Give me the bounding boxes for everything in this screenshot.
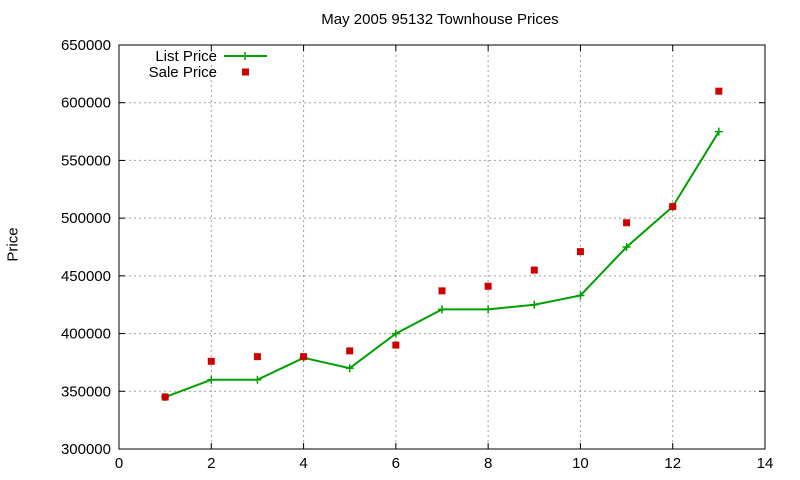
y-tick-label: 450000 bbox=[61, 268, 111, 285]
y-tick-label: 300000 bbox=[61, 441, 111, 458]
series-list-price bbox=[161, 127, 723, 402]
series-layer bbox=[161, 87, 723, 402]
data-point bbox=[576, 248, 584, 256]
data-point bbox=[530, 300, 539, 309]
data-point bbox=[530, 266, 538, 274]
y-tick-label: 350000 bbox=[61, 383, 111, 400]
data-point bbox=[392, 341, 400, 349]
x-tick-label: 12 bbox=[664, 455, 681, 472]
x-tick-label: 0 bbox=[115, 455, 123, 472]
data-point bbox=[300, 353, 308, 361]
data-point bbox=[714, 127, 723, 136]
y-tick-label: 600000 bbox=[61, 95, 111, 112]
x-tick-label: 2 bbox=[207, 455, 215, 472]
data-point bbox=[391, 329, 400, 338]
data-point bbox=[161, 393, 169, 401]
legend-swatch-marker bbox=[241, 52, 249, 60]
data-point bbox=[438, 287, 446, 295]
plot-frame bbox=[118, 44, 766, 450]
data-point bbox=[346, 347, 354, 355]
x-tick-label: 8 bbox=[484, 455, 492, 472]
series-line bbox=[164, 131, 720, 398]
x-tick-label: 14 bbox=[757, 455, 774, 472]
data-point bbox=[715, 87, 723, 95]
legend-label: Sale Price bbox=[149, 64, 217, 81]
data-point bbox=[438, 305, 446, 314]
data-point bbox=[253, 353, 261, 361]
data-point bbox=[623, 219, 631, 227]
y-tick-label: 650000 bbox=[61, 37, 111, 54]
data-point bbox=[345, 364, 354, 373]
data-point bbox=[253, 375, 262, 384]
legend-swatch-marker bbox=[242, 68, 249, 76]
data-point bbox=[622, 243, 631, 251]
grid-lines bbox=[119, 45, 765, 449]
x-tick-label: 4 bbox=[299, 455, 307, 472]
data-point bbox=[207, 357, 215, 365]
x-tick-label: 6 bbox=[392, 455, 400, 472]
axis-ticks: 0 2 4 6 8 10 12 14 300000 350000 400000 450000 50000… bbox=[61, 37, 773, 472]
series-sale-price bbox=[161, 87, 723, 401]
data-point bbox=[484, 305, 493, 314]
y-tick-label: 550000 bbox=[61, 152, 111, 169]
data-point bbox=[669, 203, 677, 211]
legend-label: List Price bbox=[155, 48, 217, 65]
x-tick-label: 10 bbox=[572, 455, 589, 472]
y-tick-label: 500000 bbox=[61, 210, 111, 227]
data-point bbox=[576, 291, 585, 300]
y-tick-label: 400000 bbox=[61, 326, 111, 343]
chart-title: May 2005 95132 Townhouse Prices bbox=[321, 11, 559, 28]
data-point bbox=[207, 375, 216, 384]
data-point bbox=[484, 282, 492, 290]
